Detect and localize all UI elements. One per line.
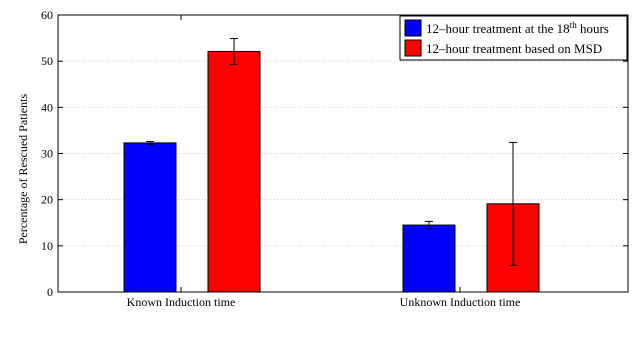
bar-series0-cat1 [402, 224, 456, 293]
y-tick-label: 60 [41, 8, 53, 22]
legend-text-sup: th [570, 20, 578, 30]
y-axis-label: Percentage of Rescued Patients [16, 94, 30, 245]
x-tick-label: Unknown Induction time [400, 295, 521, 309]
plot-frame [57, 14, 629, 293]
y-tick-label: 50 [41, 54, 53, 68]
y-tick-label: 30 [41, 147, 53, 161]
bar-series0-cat0 [123, 142, 177, 293]
x-tick-label: Known Induction time [127, 295, 236, 309]
legend-text-dash: – [438, 21, 446, 36]
y-tick-label: 0 [47, 285, 53, 299]
legend-text-suffix: hours [577, 21, 609, 36]
legend-swatch [404, 39, 422, 57]
legend-text-dash: – [438, 41, 446, 56]
legend-entry: 12–hour treatment based on MSD [426, 41, 602, 56]
legend: 12–hour treatment at the 18th hours12–ho… [399, 15, 628, 61]
legend-text-mid: hour treatment at the 18 [446, 21, 570, 36]
y-tick-label: 40 [41, 100, 53, 114]
bar-series1-cat0 [207, 50, 261, 293]
legend-text-prefix: 12 [426, 41, 439, 56]
bars-layer [123, 38, 540, 293]
legend-entry: 12–hour treatment at the 18th hours [426, 20, 609, 36]
legend-text-prefix: 12 [426, 21, 439, 36]
legend-text-mid: hour treatment based on MSD [446, 41, 603, 56]
y-tick-label: 10 [41, 239, 53, 253]
legend-box [399, 15, 628, 61]
y-tick-label: 20 [41, 193, 53, 207]
axes-layer: 0 10 20 30 40 50 60 Known Induction time Unknown… [41, 8, 629, 309]
legend-swatch [404, 19, 422, 37]
